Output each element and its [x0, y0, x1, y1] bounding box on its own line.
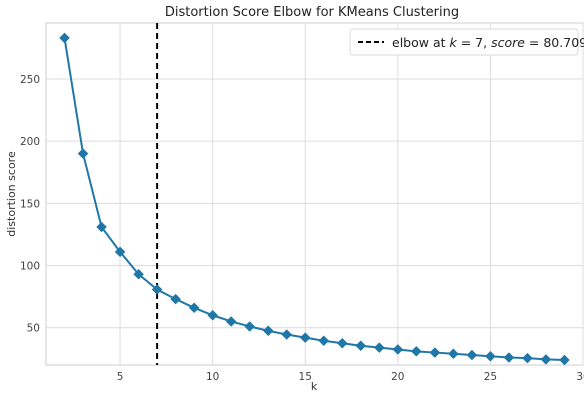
- legend-label-prefix: elbow at: [392, 35, 449, 50]
- data-point-marker: [59, 32, 70, 44]
- legend: elbow at k = 7, score = 80.709: [349, 28, 584, 56]
- data-point-marker: [299, 332, 311, 343]
- data-point-marker: [225, 316, 237, 327]
- x-axis-ticks: 5 10 15 20 25 30: [117, 371, 584, 383]
- plot-area: [45, 22, 584, 366]
- x-tick-label: 20: [391, 371, 404, 383]
- data-point-marker: [133, 268, 144, 280]
- x-tick-label: 15: [299, 371, 312, 383]
- data-point-marker: [466, 349, 478, 361]
- data-point-marker: [281, 329, 293, 340]
- data-point-marker: [318, 335, 330, 347]
- y-tick-label: 100: [20, 261, 40, 273]
- y-axis-ticks: 50 100 150 200 250: [20, 74, 40, 335]
- data-point-marker: [151, 284, 163, 295]
- data-point-marker: [96, 221, 107, 233]
- y-tick-label: 50: [27, 323, 40, 335]
- legend-score-eq: =: [525, 35, 543, 50]
- legend-score-var: score: [491, 35, 525, 50]
- data-point-marker: [503, 352, 515, 363]
- series-layer: [59, 32, 570, 366]
- legend-k-value: 7: [475, 35, 483, 50]
- legend-box: [349, 28, 579, 56]
- x-axis-label: k: [311, 380, 318, 393]
- legend-k-eq: =: [457, 35, 475, 50]
- data-point-marker: [114, 246, 126, 258]
- x-tick-label: 5: [117, 371, 124, 383]
- data-point-marker: [336, 337, 348, 349]
- series-line: [63, 37, 565, 362]
- data-point-marker: [522, 352, 533, 364]
- data-point-marker: [170, 293, 181, 305]
- data-point-marker: [77, 148, 89, 159]
- y-axis-label: distortion score: [5, 151, 18, 237]
- data-point-marker: [207, 309, 219, 321]
- x-tick-label: 25: [484, 371, 497, 383]
- data-point-marker: [559, 354, 570, 366]
- y-tick-label: 150: [20, 198, 40, 210]
- data-point-marker: [188, 302, 200, 314]
- y-tick-label: 250: [20, 74, 40, 86]
- chart-title: Distortion Score Elbow for KMeans Cluste…: [165, 5, 459, 20]
- legend-score-value: 80.709: [543, 35, 584, 50]
- x-tick-label: 30: [576, 371, 584, 383]
- legend-sep: ,: [483, 35, 491, 50]
- data-point-marker: [244, 321, 256, 332]
- legend-k-var: k: [449, 35, 457, 50]
- data-point-marker: [540, 354, 552, 365]
- data-point-marker: [429, 347, 441, 358]
- plot-frame: [45, 22, 584, 366]
- legend-label: elbow at k = 7, score = 80.709: [392, 35, 584, 50]
- data-point-marker: [410, 345, 422, 357]
- data-point-marker: [485, 350, 496, 362]
- data-point-marker: [262, 325, 274, 337]
- y-tick-label: 200: [20, 136, 40, 148]
- data-point-marker: [373, 342, 385, 353]
- data-point-marker: [392, 344, 404, 355]
- data-point-marker: [355, 340, 367, 352]
- grid: [46, 23, 584, 365]
- data-point-marker: [448, 348, 459, 360]
- x-tick-label: 10: [206, 371, 219, 383]
